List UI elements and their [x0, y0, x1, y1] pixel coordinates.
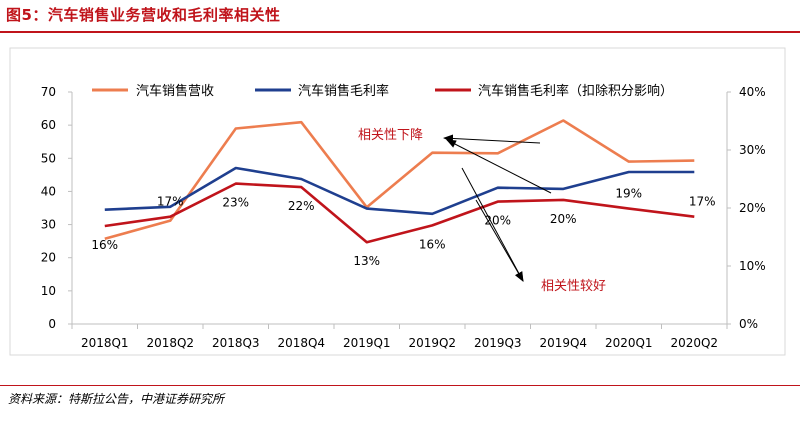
source-note: 资料来源：特斯拉公告，中港证券研究所	[8, 392, 225, 406]
legend-label-revenue: 汽车销售营收	[136, 83, 214, 99]
x-tick-label: 2018Q1	[81, 336, 129, 350]
x-ticks: 2018Q1 2018Q2 2018Q3 2018Q4 2019Q1 2019Q2 2019…	[71, 324, 728, 350]
series-layer	[104, 119, 695, 244]
legend: 汽车销售营收 汽车销售毛利率 汽车销售毛利率（扣除积分影响）	[92, 83, 673, 99]
arrow-good-2	[475, 199, 524, 282]
y-left-tick-label: 0	[48, 317, 56, 331]
y-left-tick-label: 30	[41, 218, 56, 232]
y-right-tick-label: 20%	[739, 201, 766, 215]
y-left-ticks: 0 10 20 30 40 50 60 70	[41, 85, 72, 331]
x-tick-label: 2019Q2	[408, 336, 456, 350]
x-tick-label: 2019Q3	[474, 336, 522, 350]
y-left-tick-label: 10	[41, 284, 56, 298]
y-left-tick-label: 60	[41, 118, 56, 132]
x-tick-label: 2018Q3	[212, 336, 260, 350]
figure-title: 图5：汽车销售业务营收和毛利率相关性	[6, 6, 281, 24]
data-label: 17%	[157, 195, 184, 209]
y-left-tick-label: 70	[41, 85, 56, 99]
data-label: 22%	[288, 199, 315, 213]
data-label: 20%	[550, 212, 577, 226]
y-left-tick-label: 50	[41, 151, 56, 165]
annotation-correlation-down: 相关性下降	[358, 128, 423, 143]
arrow-down-1	[443, 134, 541, 144]
y-right-tick-label: 40%	[739, 85, 766, 99]
x-tick-label: 2018Q4	[277, 336, 325, 350]
x-tick-label: 2019Q4	[539, 336, 587, 350]
annotation-correlation-good: 相关性较好	[541, 279, 606, 294]
y-right-tick-label: 0%	[739, 317, 758, 331]
data-label: 23%	[222, 196, 249, 210]
x-tick-label: 2019Q1	[343, 336, 391, 350]
data-label: 20%	[484, 214, 511, 228]
data-label: 13%	[353, 254, 380, 268]
data-label: 16%	[91, 238, 118, 252]
data-label: 19%	[615, 187, 642, 201]
series-margin-ex-credit-line	[104, 182, 695, 244]
x-tick-label: 2020Q1	[605, 336, 653, 350]
data-label: 17%	[689, 195, 716, 209]
y-left-tick-label: 40	[41, 184, 56, 198]
series-margin-line	[104, 166, 695, 216]
legend-label-margin-ex: 汽车销售毛利率（扣除积分影响）	[478, 83, 673, 99]
x-tick-label: 2020Q2	[670, 336, 718, 350]
arrow-down-2	[446, 139, 552, 194]
source-divider	[0, 385, 800, 386]
y-right-tick-label: 30%	[739, 143, 766, 157]
x-tick-label: 2018Q2	[146, 336, 194, 350]
data-labels: 16% 17% 23% 22% 13% 16% 20% 20% 19% 17%	[91, 187, 715, 269]
legend-label-margin: 汽车销售毛利率	[298, 83, 389, 99]
y-left-tick-label: 20	[41, 251, 56, 265]
y-right-tick-label: 10%	[739, 259, 766, 273]
data-label: 16%	[419, 237, 446, 251]
arrow-good-1	[461, 167, 524, 282]
plot-frame	[9, 47, 786, 356]
y-right-ticks: 0% 10% 20% 30% 40%	[727, 85, 766, 331]
series-revenue-line	[104, 119, 695, 241]
title-divider	[0, 31, 800, 33]
